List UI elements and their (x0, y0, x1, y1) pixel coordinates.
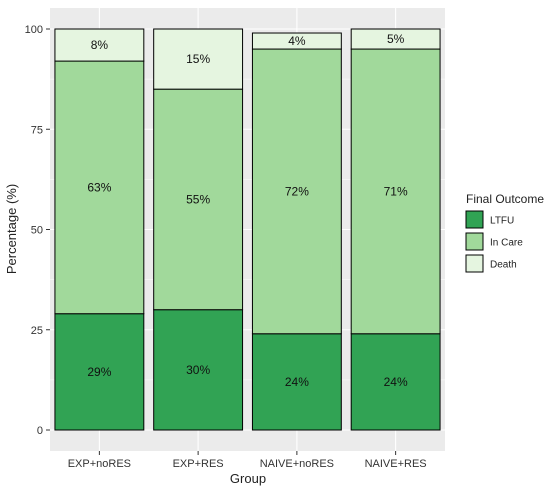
x-tick-label: NAIVE+RES (365, 458, 427, 470)
segment-label: 24% (285, 375, 309, 389)
segment-label: 5% (387, 32, 405, 46)
x-axis: EXP+noRES EXP+RES NAIVE+noRES NAIVE+RES (68, 451, 427, 470)
segment-label: 8% (91, 38, 109, 52)
y-tick-label: 0 (37, 425, 43, 437)
legend-swatch (465, 254, 484, 273)
segment-labels: 29% 63% 8% 30% 55% 15% 24% 72% 4% 24% 71% 5% (87, 32, 408, 389)
bar-segment (350, 48, 441, 335)
segment-label: 63% (87, 180, 111, 194)
bar-segment (54, 28, 145, 62)
bar-segment (350, 28, 441, 50)
y-tick-label: 75 (31, 124, 43, 136)
legend-label: In Care (490, 238, 523, 249)
bar-segment (153, 88, 244, 311)
x-tick-label: NAIVE+noRES (260, 458, 334, 470)
legend-label: Death (490, 260, 517, 271)
segment-label: 55% (186, 192, 210, 206)
segment-label: 29% (87, 365, 111, 379)
x-axis-title: Group (230, 471, 266, 486)
x-tick-label: EXP+noRES (68, 458, 131, 470)
bar-segment (153, 309, 244, 431)
legend-label: LTFU (490, 216, 514, 227)
bar-segment (350, 333, 441, 431)
legend-swatch (465, 210, 484, 229)
segment-label: 24% (384, 375, 408, 389)
legend-swatch (465, 232, 484, 251)
y-tick-label: 50 (31, 225, 43, 237)
segment-label: 4% (288, 34, 306, 48)
bars (54, 28, 441, 431)
legend: Final Outcome LTFU In Care Death (465, 192, 544, 273)
bar-segment (54, 313, 145, 431)
bar-segment (251, 32, 342, 50)
bar-segment (251, 48, 342, 335)
bar-segment (153, 28, 244, 90)
bar-segment (54, 60, 145, 315)
segment-label: 15% (186, 52, 210, 66)
segment-label: 71% (384, 184, 408, 198)
segment-label: 30% (186, 363, 210, 377)
y-axis: 0 25 50 75 100 (25, 24, 50, 437)
y-tick-label: 100 (25, 24, 43, 36)
y-tick-label: 25 (31, 325, 43, 337)
bar-segment (251, 333, 342, 431)
x-tick-label: EXP+RES (173, 458, 224, 470)
y-axis-title: Percentage (%) (4, 184, 19, 274)
legend-title: Final Outcome (466, 192, 544, 206)
segment-label: 72% (285, 184, 309, 198)
